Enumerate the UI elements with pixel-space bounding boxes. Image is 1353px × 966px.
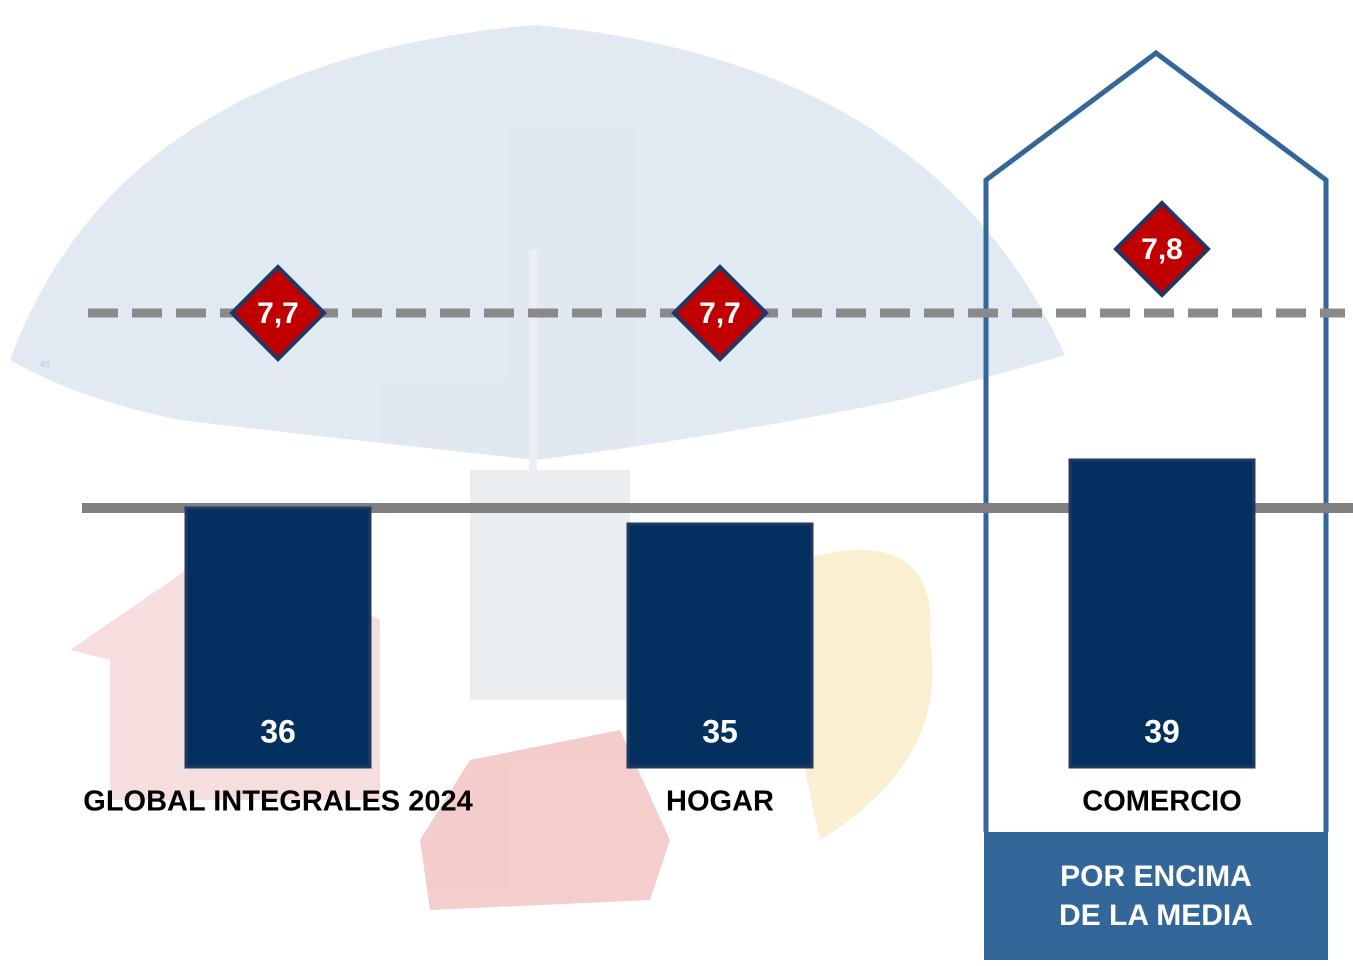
category-label: GLOBAL INTEGRALES 2024 (83, 786, 472, 818)
highlight-badge: POR ENCIMA DE LA MEDIA (984, 832, 1328, 960)
score-label: 7,7 (257, 297, 299, 330)
bar-value-label: 36 (260, 713, 296, 749)
bar-value-label: 35 (702, 713, 738, 749)
highlight-outline (983, 49, 1329, 832)
category-label: HOGAR (666, 786, 774, 818)
bar (1068, 458, 1256, 769)
score-diamond (671, 264, 769, 362)
bar (184, 506, 372, 769)
category-label: COMERCIO (1082, 786, 1242, 818)
bar (626, 522, 814, 769)
bar-value-label: 39 (1144, 713, 1180, 749)
score-label: 7,8 (1141, 233, 1183, 266)
score-diamond (1113, 200, 1211, 298)
score-diamond (229, 264, 327, 362)
badge-label: POR ENCIMA DE LA MEDIA (1059, 860, 1253, 932)
background-illustration (10, 25, 1065, 910)
page-number: 45 (40, 359, 50, 369)
score-label: 7,7 (699, 297, 741, 330)
